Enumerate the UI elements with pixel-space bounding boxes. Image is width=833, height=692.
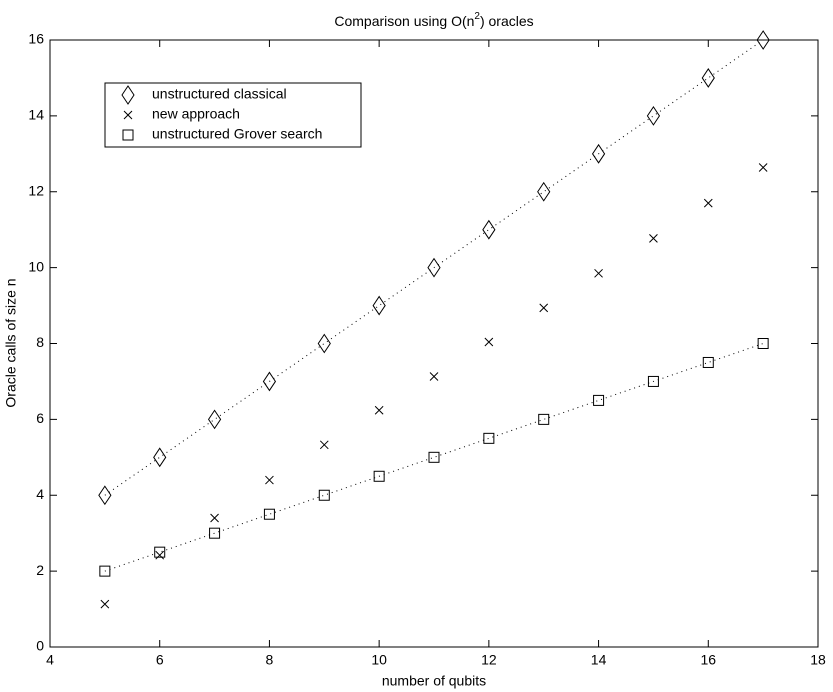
y-tick-label: 8: [36, 334, 44, 350]
data-point: [373, 470, 385, 482]
legend-marker: [123, 110, 133, 120]
legend-label: unstructured classical: [152, 86, 287, 102]
chart-title: Comparison using O(n2) oracles: [334, 11, 533, 29]
title-part: ) oracles: [480, 13, 534, 29]
data-point: [647, 375, 659, 387]
y-tick-label: 16: [28, 31, 44, 47]
data-point: [703, 198, 713, 208]
data-point: [757, 338, 769, 349]
fit-line: [104, 39, 764, 496]
legend-marker: [122, 129, 134, 141]
data-point: [319, 440, 329, 450]
data-point: [372, 295, 386, 316]
legend-label: unstructured Grover search: [152, 126, 322, 142]
data-point: [538, 413, 550, 425]
data-point: [210, 513, 219, 523]
data-point: [428, 451, 440, 463]
x-tick-label: 8: [266, 652, 274, 668]
data-point: [649, 234, 658, 243]
x-tick-label: 14: [591, 652, 607, 668]
legend-marker: [121, 85, 135, 105]
fit-line: [104, 343, 764, 572]
x-tick-label: 16: [700, 652, 716, 668]
data-point: [99, 565, 111, 577]
data-point: [429, 372, 439, 381]
y-tick-label: 6: [36, 410, 44, 426]
y-tick-label: 14: [28, 107, 44, 123]
x-tick-label: 10: [371, 652, 387, 668]
legend-label: new approach: [152, 106, 240, 122]
data-point: [593, 394, 605, 406]
data-point: [427, 257, 441, 278]
x-axis-label: number of qubits: [382, 673, 486, 689]
data-point: [591, 143, 606, 164]
data-point: [539, 303, 549, 313]
legend-box: [104, 82, 362, 148]
y-tick-label: 12: [28, 182, 44, 198]
title-part: Comparison using O(n: [334, 13, 474, 29]
y-tick-label: 4: [36, 486, 44, 502]
data-point: [265, 475, 274, 485]
data-point: [98, 485, 112, 506]
data-point: [100, 599, 110, 609]
data-point: [702, 356, 714, 368]
title-superscript: 2: [474, 11, 480, 22]
y-axis-label: Oracle calls of size n: [3, 278, 19, 407]
data-point: [154, 546, 166, 558]
data-point: [317, 333, 331, 354]
data-point: [484, 337, 494, 347]
data-point: [155, 550, 165, 560]
y-tick-label: 10: [28, 258, 44, 274]
x-tick-label: 12: [481, 652, 497, 668]
data-point: [646, 105, 661, 126]
data-point: [209, 527, 221, 539]
data-point: [758, 163, 768, 172]
data-point: [262, 371, 277, 392]
y-tick-label: 0: [36, 638, 44, 654]
data-point: [756, 30, 770, 50]
data-point: [483, 432, 495, 444]
data-point: [153, 447, 167, 468]
data-point: [207, 409, 222, 430]
x-tick-label: 4: [46, 652, 54, 668]
x-tick-label: 6: [156, 652, 164, 668]
x-tick-label: 18: [810, 652, 826, 668]
data-point: [318, 489, 330, 501]
data-point: [482, 219, 496, 240]
data-point: [263, 508, 275, 520]
y-tick-label: 2: [36, 562, 44, 578]
data-point: [594, 268, 603, 278]
data-point: [537, 181, 551, 202]
data-point: [374, 405, 384, 415]
data-point: [701, 68, 715, 88]
